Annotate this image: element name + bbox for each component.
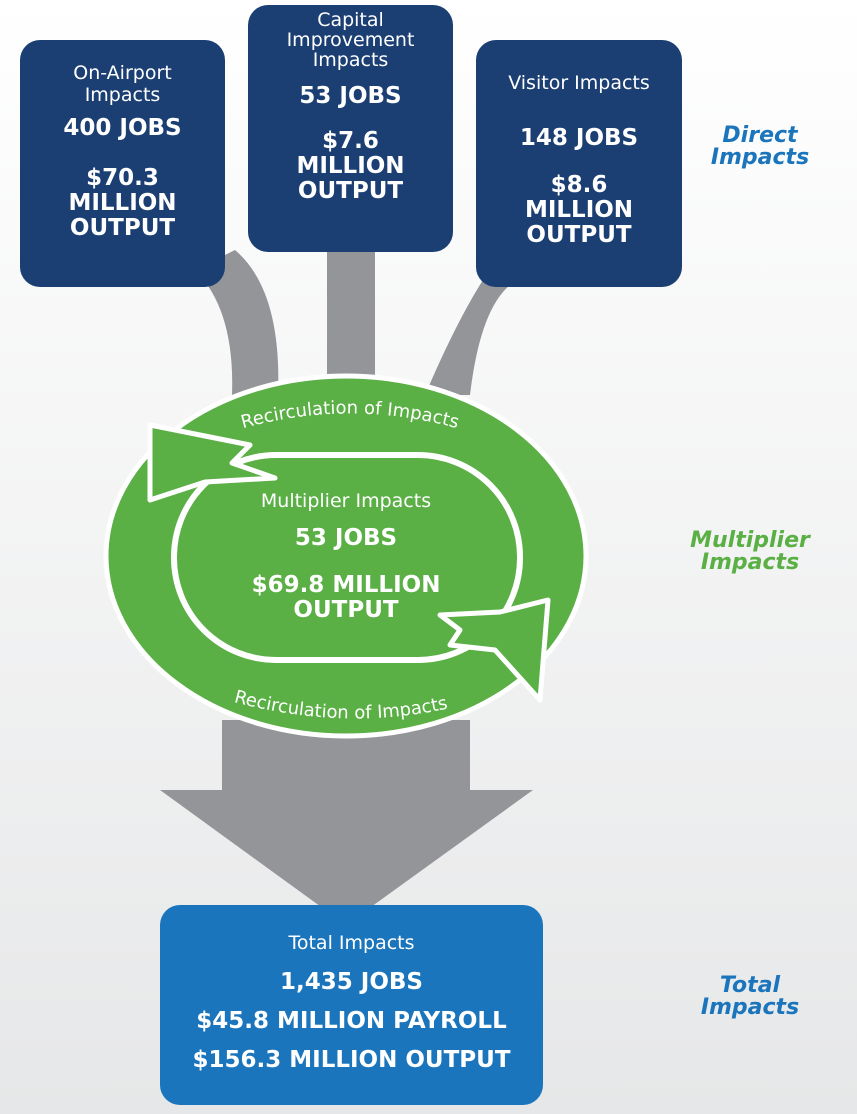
side-label: Total Impacts <box>700 973 800 1020</box>
direct-box: Visitor Impacts 148 JOBS $8.6 MILLION OU… <box>486 72 672 248</box>
box-title: Total Impacts <box>288 932 415 954</box>
box-output: $69.8 MILLION OUTPUT <box>251 572 441 623</box>
cycle-arrow <box>437 597 551 703</box>
box-output: $156.3 MILLION OUTPUT <box>192 1047 511 1073</box>
box-title: Multiplier Impacts <box>260 490 432 512</box>
direct-box: On-Airport Impacts 400 JOBS $70.3 MILLIO… <box>30 62 215 241</box>
side-label: Multiplier Impacts <box>690 528 810 575</box>
total-box <box>160 905 543 1105</box>
inner-oval <box>171 452 523 663</box>
down-arrow <box>160 720 533 925</box>
box <box>476 40 682 287</box>
total-content: Total Impacts 1,435 JOBS $45.8 MILLION P… <box>160 932 543 1073</box>
side-label: Direct Impacts <box>710 123 810 170</box>
box-title: On-Airport Impacts <box>73 62 172 106</box>
direct-box: Capital Improvement Impacts 53 JOBS $7.6… <box>258 10 443 204</box>
box-output: $7.6 MILLION OUTPUT <box>296 128 405 204</box>
box <box>20 40 225 287</box>
connector <box>327 250 375 395</box>
box-title: Visitor Impacts <box>508 72 650 94</box>
connector <box>425 250 510 395</box>
box-jobs: 53 JOBS <box>294 525 398 551</box>
box-jobs: 1,435 JOBS <box>280 969 423 995</box>
box-title: Capital Improvement Impacts <box>286 9 415 71</box>
box-jobs: 148 JOBS <box>519 125 639 151</box>
box-jobs: 400 JOBS <box>63 115 182 141</box>
box-jobs: 53 JOBS <box>299 83 402 109</box>
connector <box>195 250 279 395</box>
box-payroll: $45.8 MILLION PAYROLL <box>196 1008 507 1034</box>
box <box>248 5 453 252</box>
multiplier-box: Multiplier Impacts 53 JOBS $69.8 MILLION… <box>196 490 496 623</box>
cycle-arrow <box>147 422 278 503</box>
box-output: $70.3 MILLION OUTPUT <box>68 165 177 241</box>
box-output: $8.6 MILLION OUTPUT <box>524 172 634 248</box>
